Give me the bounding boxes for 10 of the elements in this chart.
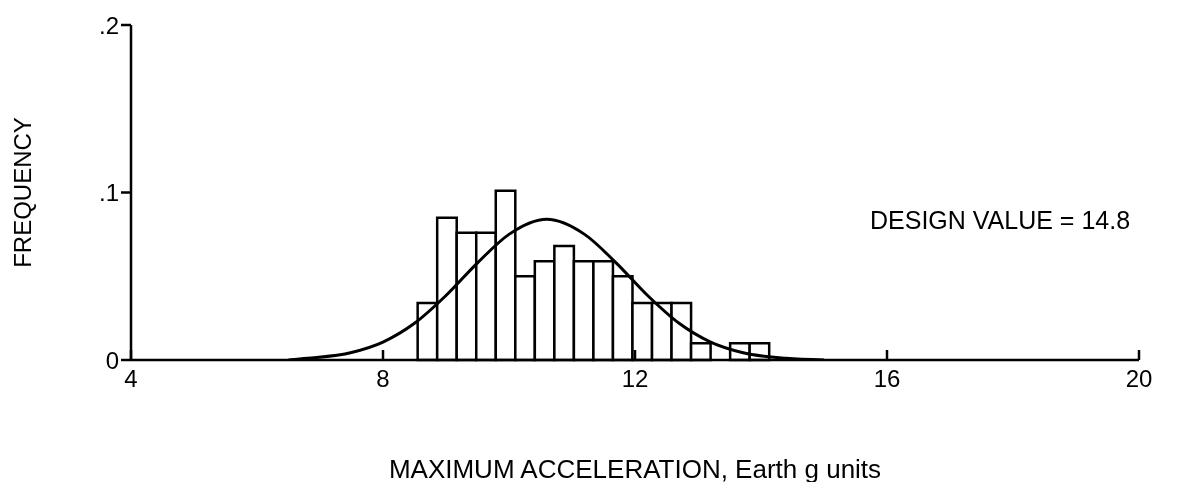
y-tick-label: 0 — [105, 346, 119, 374]
y-axis-title: FREQUENCY — [8, 117, 36, 268]
x-tick-label: 12 — [621, 365, 649, 393]
y-tick-label: .1 — [98, 179, 119, 207]
y-tick-label: .2 — [98, 11, 119, 39]
annotation: DESIGN VALUE = 14.8 — [870, 206, 1131, 235]
x-tick-label: 8 — [376, 365, 390, 393]
x-tick-label: 20 — [1125, 365, 1153, 393]
x-tick-label: 16 — [873, 365, 901, 393]
x-tick-label: 4 — [124, 365, 138, 393]
